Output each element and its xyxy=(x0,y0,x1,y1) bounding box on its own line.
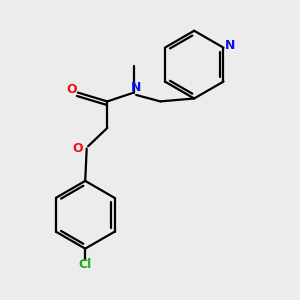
Text: N: N xyxy=(225,39,235,52)
Text: O: O xyxy=(73,142,83,155)
Text: O: O xyxy=(67,83,77,96)
Text: Cl: Cl xyxy=(79,258,92,271)
Text: N: N xyxy=(131,81,141,94)
